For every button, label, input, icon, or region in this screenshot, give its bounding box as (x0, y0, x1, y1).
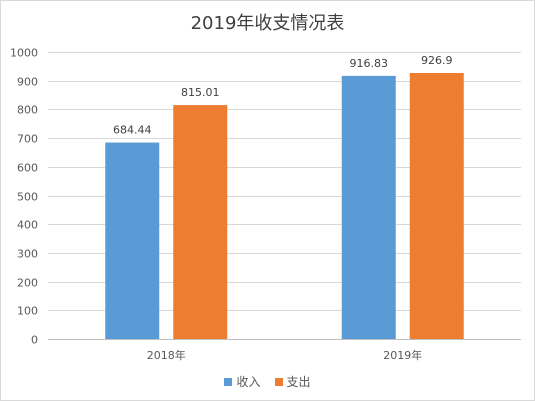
legend-label-expense: 支出 (286, 375, 311, 389)
data-label: 926.9 (421, 54, 453, 67)
y-tick-label: 500 (17, 191, 38, 204)
data-label: 815.01 (181, 86, 220, 99)
chart-title: 2019年收支情况表 (190, 13, 345, 34)
bar-income (341, 75, 396, 340)
y-tick-label: 100 (17, 305, 38, 318)
x-tick-label: 2019年 (383, 348, 422, 362)
x-tick-label: 2018年 (147, 348, 186, 362)
bar-expense (409, 72, 464, 339)
y-tick-label: 400 (17, 219, 38, 232)
legend-item-income: 收入 (224, 373, 261, 390)
y-tick-label: 300 (17, 248, 38, 261)
bar-income (105, 142, 160, 339)
legend-swatch-income (224, 377, 233, 386)
y-tick-label: 900 (17, 76, 38, 89)
legend-swatch-expense (274, 377, 283, 386)
y-tick-label: 600 (17, 162, 38, 175)
y-tick-label: 700 (17, 133, 38, 146)
y-tick-label: 800 (17, 104, 38, 117)
bar-expense (173, 105, 228, 339)
chart-legend: 收入 支出 (1, 373, 534, 390)
y-tick-label: 1000 (10, 47, 38, 60)
legend-item-expense: 支出 (274, 373, 311, 390)
y-tick-label: 0 (31, 334, 38, 347)
legend-label-income: 收入 (236, 375, 261, 389)
data-label: 684.44 (113, 124, 152, 137)
data-label: 916.83 (350, 57, 389, 70)
y-tick-label: 200 (17, 277, 38, 290)
